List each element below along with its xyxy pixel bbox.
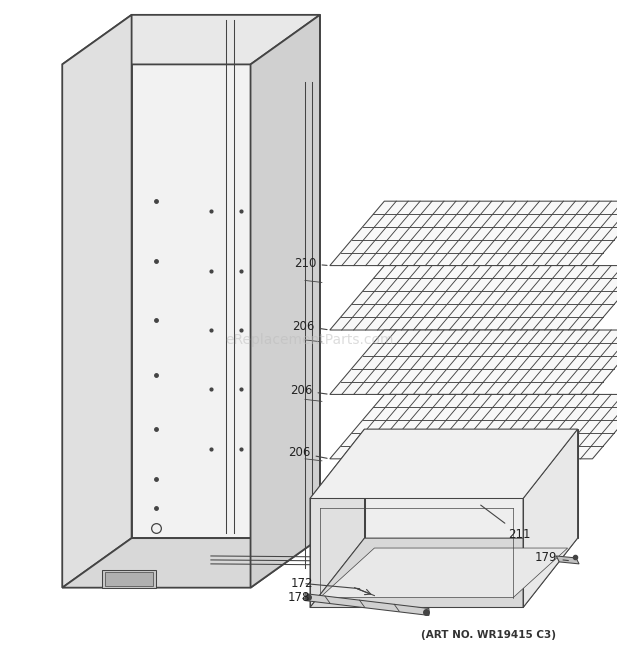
Text: 179: 179: [535, 551, 569, 564]
Polygon shape: [131, 15, 320, 538]
Text: eReplacementParts.com: eReplacementParts.com: [226, 333, 394, 347]
Text: 206: 206: [288, 446, 327, 459]
Polygon shape: [310, 429, 365, 607]
Polygon shape: [102, 570, 156, 588]
Polygon shape: [330, 266, 620, 330]
Polygon shape: [310, 538, 578, 607]
Polygon shape: [523, 429, 578, 607]
Text: (ART NO. WR19415 C3): (ART NO. WR19415 C3): [421, 630, 556, 641]
Text: 172: 172: [290, 577, 312, 590]
Text: 206: 206: [290, 384, 327, 397]
Text: 210: 210: [294, 257, 327, 270]
Polygon shape: [330, 201, 620, 266]
Polygon shape: [330, 330, 620, 395]
Polygon shape: [320, 548, 568, 598]
Polygon shape: [250, 15, 320, 588]
Text: 178: 178: [287, 591, 309, 604]
Polygon shape: [105, 572, 153, 586]
Polygon shape: [365, 429, 578, 538]
Polygon shape: [305, 594, 429, 615]
Polygon shape: [62, 15, 131, 588]
Text: 206: 206: [292, 319, 327, 332]
Polygon shape: [62, 15, 320, 64]
Polygon shape: [556, 556, 579, 564]
Polygon shape: [310, 429, 578, 498]
Polygon shape: [62, 538, 320, 588]
Polygon shape: [330, 395, 620, 459]
Text: 211: 211: [480, 505, 531, 541]
